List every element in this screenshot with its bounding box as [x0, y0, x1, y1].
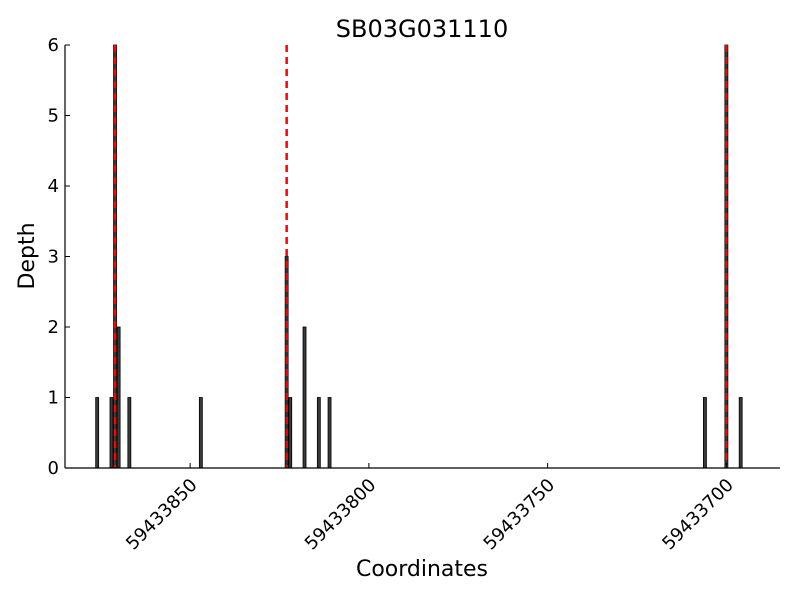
chart-title: SB03G031110 [336, 15, 508, 43]
depth-bar [738, 397, 743, 469]
depth-bar [198, 397, 203, 469]
bars-layer [95, 44, 743, 469]
reference-lines-layer [113, 45, 728, 468]
depth-bar [316, 397, 321, 469]
x-tick-label: 59433800 [301, 475, 381, 555]
depth-bar [302, 326, 307, 469]
y-tick-label: 6 [48, 35, 59, 56]
depth-bar [95, 397, 100, 469]
x-tick-label: 59433850 [122, 475, 202, 555]
x-axis-label: Coordinates [356, 557, 488, 582]
depth-bar [327, 397, 332, 469]
y-tick-label: 0 [48, 458, 59, 479]
y-axis-label: Depth [15, 222, 40, 289]
y-tick-label: 4 [48, 176, 59, 197]
depth-bar [288, 397, 293, 469]
axes-layer: 0 1 2 3 4 5 6 59433850 59433800 59433750 59433700 [48, 35, 780, 554]
depth-bar [127, 397, 132, 469]
depth-bar [703, 397, 707, 469]
depth-bar [109, 397, 114, 469]
y-tick-label: 3 [48, 247, 59, 268]
y-tick-label: 5 [48, 106, 59, 127]
depth-bar [116, 326, 121, 469]
x-tick-label: 59433750 [480, 475, 560, 555]
y-tick-label: 2 [48, 317, 59, 338]
y-tick-label: 1 [48, 388, 59, 409]
x-tick-label: 59433700 [658, 475, 738, 555]
